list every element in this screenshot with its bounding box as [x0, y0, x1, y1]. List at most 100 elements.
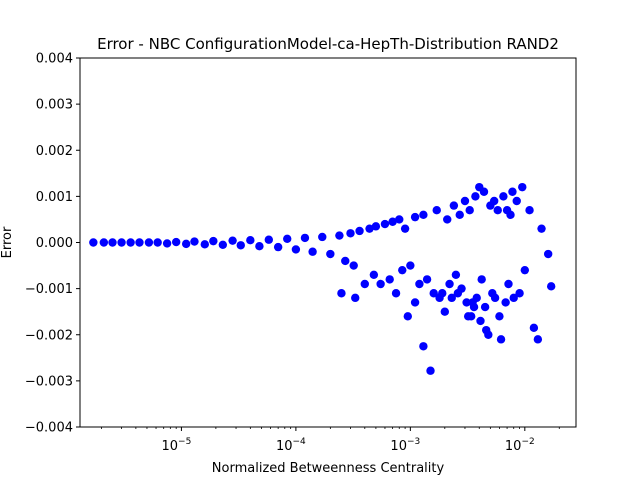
data-point [496, 335, 506, 344]
y-tick-label: −0.003 [25, 374, 73, 389]
data-point [415, 279, 424, 289]
data-point [318, 232, 327, 242]
data-point [480, 302, 490, 312]
data-point [477, 275, 486, 284]
data-point [209, 236, 218, 246]
data-point [533, 335, 543, 344]
data-point [236, 241, 245, 250]
data-point [144, 238, 154, 247]
data-point [501, 298, 510, 307]
data-point [445, 279, 454, 289]
data-point [432, 206, 441, 215]
y-tick-label: −0.001 [25, 282, 73, 297]
data-point [493, 206, 502, 215]
data-point [443, 215, 452, 224]
data-point [410, 212, 420, 222]
data-point [460, 196, 470, 206]
data-point [380, 219, 390, 229]
data-point [391, 289, 401, 298]
data-point [489, 196, 499, 206]
data-point [190, 237, 199, 246]
data-point [509, 293, 518, 303]
data-point [472, 293, 481, 303]
data-point [388, 217, 397, 226]
data-point [506, 210, 515, 220]
data-point [228, 236, 237, 245]
data-point [355, 226, 364, 236]
y-axis-label: Error [0, 226, 15, 258]
data-point [508, 187, 517, 196]
data-point [337, 289, 346, 298]
data-point [369, 270, 379, 279]
data-point [400, 224, 410, 233]
data-point [410, 298, 420, 307]
data-point [365, 224, 374, 233]
data-point [466, 312, 476, 321]
data-point [273, 242, 283, 252]
data-point [181, 239, 191, 249]
data-point [341, 256, 350, 266]
x-axis-label: Normalized Betweenness Centrality [212, 461, 445, 476]
data-point [162, 239, 172, 248]
data-point [543, 249, 553, 259]
data-point [518, 182, 527, 192]
data-point [351, 293, 360, 303]
data-point [440, 307, 450, 316]
data-point [99, 238, 109, 247]
data-point [171, 237, 181, 247]
data-point [395, 215, 404, 224]
data-point [419, 210, 428, 220]
data-point [499, 192, 508, 201]
data-point [479, 187, 489, 196]
chart-title: Error - NBC ConfigurationModel-ca-HepTh-… [97, 35, 559, 53]
data-point [426, 366, 435, 375]
data-point [515, 289, 524, 298]
data-point [308, 247, 317, 256]
data-point [291, 245, 301, 254]
data-point [504, 279, 513, 289]
data-point [385, 275, 394, 284]
data-point [465, 206, 474, 215]
data-point [471, 192, 480, 201]
data-point [490, 293, 500, 303]
x-tick-label: 10−3 [390, 437, 420, 454]
data-point [108, 238, 117, 247]
data-point [495, 312, 504, 321]
data-point [419, 342, 428, 351]
y-axis: −0.004 −0.003 −0.002 −0.001 0.000 0.001 0.002 0… [25, 52, 80, 436]
data-point [300, 233, 310, 243]
y-tick-label: −0.004 [25, 421, 73, 436]
data-point [376, 279, 385, 289]
x-tick-label: 10−5 [162, 437, 192, 454]
data-point [200, 240, 209, 249]
data-point [360, 279, 369, 289]
data-point [406, 261, 415, 270]
data-point [126, 238, 135, 247]
data-point [371, 222, 381, 231]
data-point [153, 238, 162, 247]
data-point [429, 289, 438, 298]
data-point [89, 238, 98, 247]
data-point [283, 234, 292, 244]
x-tick-label: 10−2 [505, 437, 535, 454]
data-point [403, 312, 412, 321]
data-point [349, 261, 358, 270]
data-point [398, 265, 407, 275]
x-axis: 10−5 10−4 10−3 10−2 [101, 427, 560, 454]
data-point [335, 231, 344, 240]
data-point [135, 238, 144, 247]
data-point [520, 265, 530, 275]
data-point [438, 289, 447, 298]
data-point [455, 210, 464, 220]
data-point [246, 235, 255, 245]
data-point [255, 241, 264, 251]
data-point [451, 270, 461, 279]
y-tick-label: 0.003 [36, 98, 73, 113]
data-point [218, 240, 228, 250]
data-point [512, 196, 521, 206]
data-point [537, 224, 546, 233]
y-tick-label: 0.000 [36, 236, 73, 251]
data-point [529, 323, 539, 333]
y-tick-label: 0.001 [36, 190, 73, 205]
